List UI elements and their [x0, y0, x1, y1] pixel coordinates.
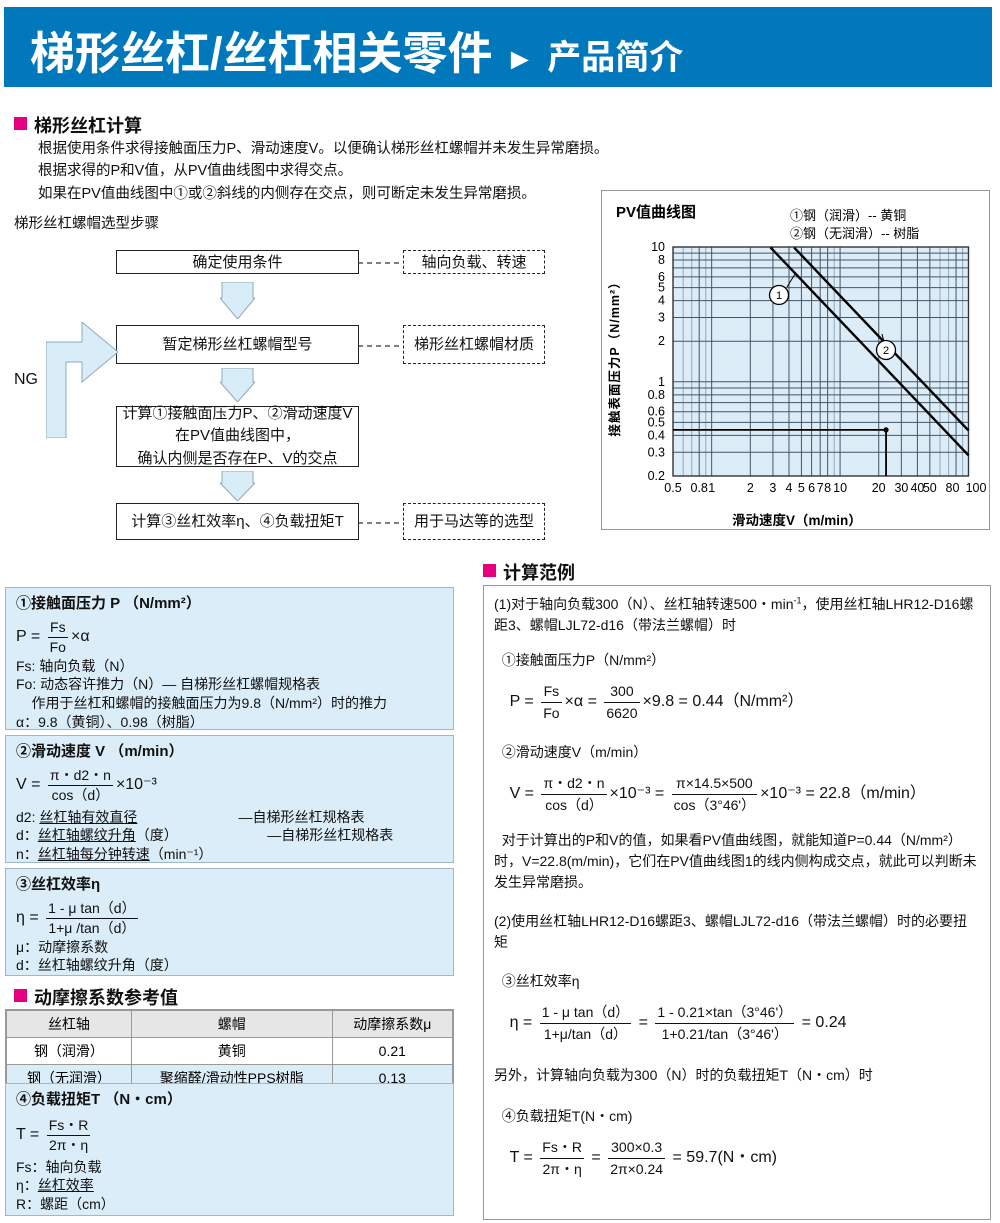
svg-text:2: 2: [883, 345, 889, 357]
svg-text:8: 8: [824, 481, 831, 495]
svg-text:1: 1: [776, 290, 782, 302]
svg-text:0.5: 0.5: [664, 481, 681, 495]
svg-text:1: 1: [658, 375, 665, 389]
svg-text:0.8: 0.8: [691, 481, 708, 495]
svg-text:3: 3: [769, 481, 776, 495]
svg-text:1: 1: [708, 481, 715, 495]
svg-text:2: 2: [747, 481, 754, 495]
svg-text:7: 7: [817, 481, 824, 495]
svg-text:5: 5: [658, 281, 665, 295]
svg-text:0.3: 0.3: [648, 445, 665, 459]
svg-text:100: 100: [966, 481, 987, 495]
svg-text:20: 20: [872, 481, 886, 495]
svg-text:0.2: 0.2: [648, 469, 665, 483]
svg-text:4: 4: [658, 294, 665, 308]
svg-text:8: 8: [658, 253, 665, 267]
svg-text:6: 6: [808, 481, 815, 495]
svg-text:3: 3: [658, 311, 665, 325]
svg-text:10: 10: [651, 240, 665, 254]
svg-text:5: 5: [798, 481, 805, 495]
svg-text:80: 80: [946, 481, 960, 495]
svg-text:30: 30: [894, 481, 908, 495]
svg-text:0.5: 0.5: [648, 415, 665, 429]
svg-text:50: 50: [923, 481, 937, 495]
svg-text:0.4: 0.4: [648, 428, 665, 442]
svg-text:2: 2: [658, 334, 665, 348]
svg-text:0.8: 0.8: [648, 388, 665, 402]
svg-text:10: 10: [833, 481, 847, 495]
svg-text:4: 4: [786, 481, 793, 495]
